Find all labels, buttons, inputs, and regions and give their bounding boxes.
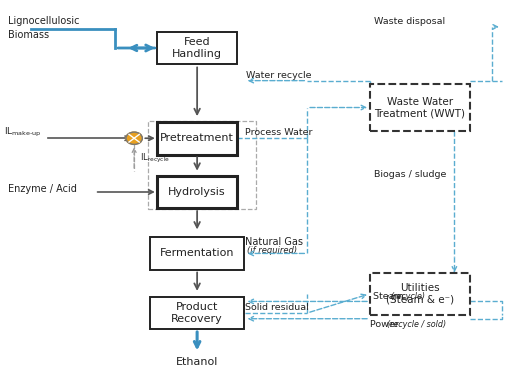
Text: (recycle / sold): (recycle / sold) (387, 320, 445, 329)
Text: IL$_{\rm recycle}$: IL$_{\rm recycle}$ (140, 152, 170, 165)
Text: Natural Gas: Natural Gas (245, 237, 303, 247)
FancyBboxPatch shape (158, 176, 237, 208)
Text: Biogas / sludge: Biogas / sludge (374, 170, 446, 179)
Text: Water recycle: Water recycle (246, 71, 311, 80)
Text: Pretreatment: Pretreatment (160, 133, 234, 143)
Text: Utilities
(Steam & e⁻): Utilities (Steam & e⁻) (386, 283, 454, 305)
FancyBboxPatch shape (150, 237, 245, 270)
FancyBboxPatch shape (158, 32, 237, 64)
Text: Feed
Handling: Feed Handling (172, 37, 222, 59)
Text: Waste Water
Treatment (WWT): Waste Water Treatment (WWT) (374, 97, 465, 118)
Text: (if required): (if required) (247, 246, 297, 255)
Text: Process Water: Process Water (245, 128, 312, 137)
Text: Power: Power (370, 320, 402, 329)
Text: Biomass: Biomass (8, 30, 49, 40)
Text: Solid residual: Solid residual (245, 303, 309, 312)
Text: Hydrolysis: Hydrolysis (168, 187, 226, 197)
FancyBboxPatch shape (370, 273, 470, 315)
Text: Lignocellulosic: Lignocellulosic (8, 16, 79, 26)
Circle shape (126, 132, 142, 144)
Text: Product
Recovery: Product Recovery (171, 302, 223, 324)
Text: Waste disposal: Waste disposal (374, 17, 445, 26)
FancyBboxPatch shape (158, 122, 237, 155)
Text: (recycle): (recycle) (390, 292, 425, 301)
FancyBboxPatch shape (370, 84, 470, 131)
FancyBboxPatch shape (150, 297, 245, 329)
Text: IL$_{\rm make\text{-}up}$: IL$_{\rm make\text{-}up}$ (4, 126, 41, 139)
Text: Ethanol: Ethanol (176, 357, 218, 367)
Text: Enzyme / Acid: Enzyme / Acid (8, 184, 77, 194)
Text: Steam: Steam (373, 292, 407, 301)
Text: Fermentation: Fermentation (160, 248, 234, 258)
FancyBboxPatch shape (148, 121, 256, 209)
